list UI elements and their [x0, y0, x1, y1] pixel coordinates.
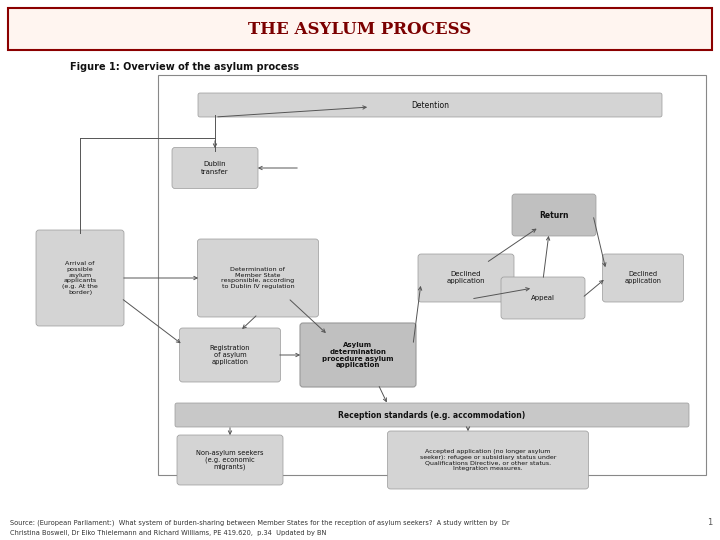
Text: 1: 1 — [707, 518, 712, 527]
Text: Christina Boswell, Dr Eiko Thielemann and Richard Williams, PE 419.620,  p.34  U: Christina Boswell, Dr Eiko Thielemann an… — [10, 530, 326, 536]
Text: Arrival of
possible
asylum
applicants
(e.g. At the
border): Arrival of possible asylum applicants (e… — [62, 261, 98, 295]
Text: Reception standards (e.g. accommodation): Reception standards (e.g. accommodation) — [338, 410, 526, 420]
Text: Declined
application: Declined application — [446, 272, 485, 285]
Text: Registration
of asylum
application: Registration of asylum application — [210, 345, 251, 365]
FancyBboxPatch shape — [512, 194, 596, 236]
Text: Source: (European Parliament:)  What system of burden-sharing between Member Sta: Source: (European Parliament:) What syst… — [10, 520, 510, 526]
FancyBboxPatch shape — [179, 328, 281, 382]
Text: Asylum
determination
procedure asylum
application: Asylum determination procedure asylum ap… — [323, 341, 394, 368]
Text: Non-asylum seekers
(e.g. economic
migrants): Non-asylum seekers (e.g. economic migran… — [197, 449, 264, 470]
Text: Return: Return — [539, 211, 569, 219]
FancyBboxPatch shape — [501, 277, 585, 319]
FancyBboxPatch shape — [300, 323, 416, 387]
Text: Accepted application (no longer asylum
seeker): refugee or subsidiary status und: Accepted application (no longer asylum s… — [420, 449, 556, 471]
Text: Appeal: Appeal — [531, 295, 555, 301]
FancyBboxPatch shape — [177, 435, 283, 485]
FancyBboxPatch shape — [603, 254, 683, 302]
Text: Figure 1: Overview of the asylum process: Figure 1: Overview of the asylum process — [70, 62, 299, 72]
Text: Dublin
transfer: Dublin transfer — [201, 161, 229, 174]
FancyBboxPatch shape — [172, 147, 258, 188]
Text: Declined
application: Declined application — [624, 272, 662, 285]
FancyBboxPatch shape — [387, 431, 588, 489]
FancyBboxPatch shape — [158, 75, 706, 475]
Text: Detention: Detention — [411, 100, 449, 110]
Text: THE ASYLUM PROCESS: THE ASYLUM PROCESS — [248, 21, 472, 37]
FancyBboxPatch shape — [198, 93, 662, 117]
FancyBboxPatch shape — [8, 8, 712, 50]
FancyBboxPatch shape — [418, 254, 514, 302]
Text: Determination of
Member State
responsible, according
to Dublin IV regulation: Determination of Member State responsibl… — [221, 267, 294, 289]
FancyBboxPatch shape — [175, 403, 689, 427]
FancyBboxPatch shape — [197, 239, 318, 317]
FancyBboxPatch shape — [36, 230, 124, 326]
